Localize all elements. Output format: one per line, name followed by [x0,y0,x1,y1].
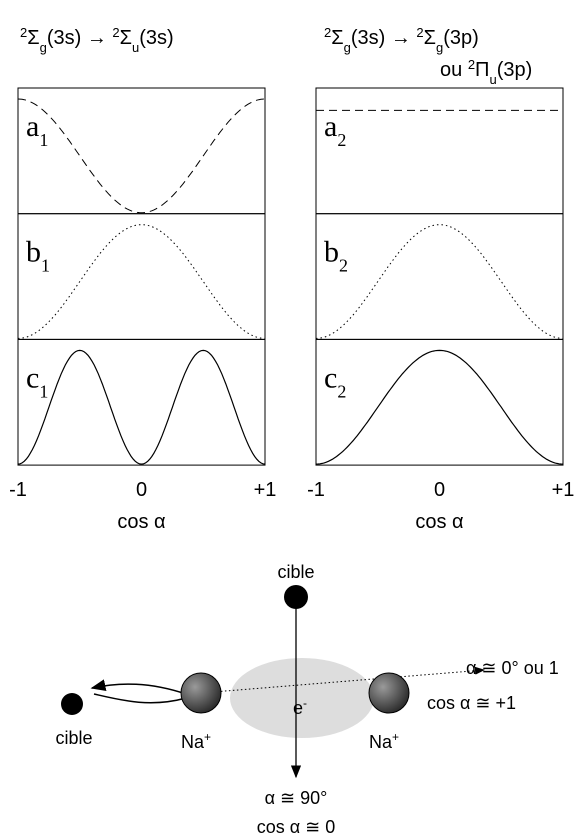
x-tick-label: +1 [254,479,277,501]
subplot-frame [315,213,564,340]
trajectory-arrow [90,679,187,695]
subplot-frame [315,87,564,215]
subplot-label: a2 [324,110,346,150]
curve [315,349,564,465]
label: α ≅ 90° [265,788,328,808]
subplot-frame [17,87,266,215]
subplot-label: c1 [26,361,48,401]
subplot-label: c2 [324,361,346,401]
x-axis-label: cos α [415,511,463,533]
label: e- [293,696,307,718]
subplot-label: b1 [26,236,50,276]
subplot-label-letter: c [26,361,39,394]
subplot-label-index: 2 [337,381,346,401]
target [284,585,308,609]
subplot-label-index: 1 [39,381,48,401]
panel-title: 2Σg(3s) → 2Σu(3s) [20,25,174,55]
trajectory-arrow [93,693,187,704]
subplot-label-letter: a [324,110,337,143]
subplot-label-index: 2 [339,256,348,276]
label: Na+ [181,730,211,752]
label: cos α ≅ +1 [427,693,516,713]
label: cos α ≅ 0 [257,817,336,837]
x-tick-label: 0 [136,479,147,501]
label: cible [55,728,92,748]
subplot-label: a1 [26,110,48,150]
axis-arrow [200,666,485,694]
subplot-frame [315,338,564,466]
subplot-label-index: 1 [41,256,50,276]
subplot-label-letter: b [26,236,41,269]
panel-title: 2Σg(3s) → 2Σg(3p) [324,25,479,55]
subplot-frame [17,213,266,340]
subplot-label-index: 2 [337,130,346,150]
electron-cloud [230,658,374,738]
x-tick-label: 0 [434,479,445,501]
label: cible [277,562,314,582]
x-tick-label: +1 [552,479,575,501]
subplot-label-letter: a [26,110,39,143]
curve [17,349,266,465]
x-axis-label: cos α [117,511,165,533]
target [61,693,83,715]
curve [17,224,266,339]
curve [315,224,564,339]
x-tick-label: -1 [307,479,325,501]
x-tick-label: -1 [9,479,27,501]
na-atom [368,672,410,714]
subplot-label-letter: c [324,361,337,394]
subplot-frame [17,338,266,466]
label: Na+ [369,730,399,752]
collision-diagram: cible cible Na+ Na+ e- α ≅ 0° ou 1 cos α… [55,562,558,837]
curve [17,98,266,214]
panel-title-line2: ou 2Πu(3p) [440,57,532,87]
subplot-label-index: 1 [39,130,48,150]
na-atom [180,672,222,714]
subplot-label-letter: b [324,236,339,269]
subplot-label: b2 [324,236,348,276]
label: α ≅ 0° ou 1 [466,658,559,678]
